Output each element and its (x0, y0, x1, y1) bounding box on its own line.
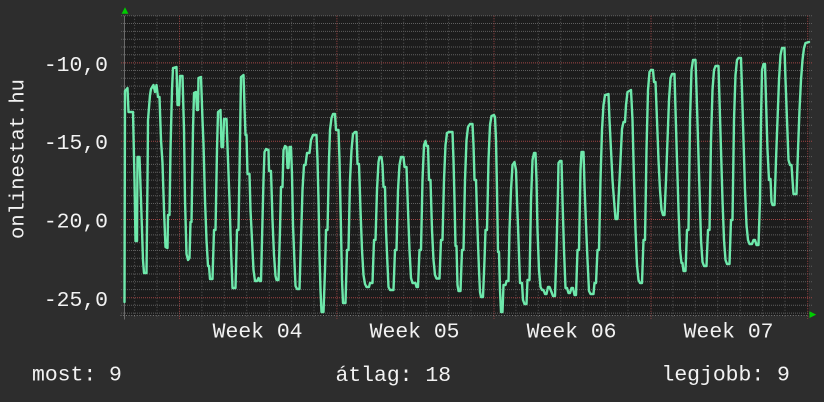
svg-text:-25,0: -25,0 (44, 289, 108, 313)
svg-text:onlinestat.hu: onlinestat.hu (8, 79, 31, 239)
svg-text:Week 04: Week 04 (213, 320, 303, 344)
svg-text:Week 05: Week 05 (370, 320, 460, 344)
svg-text:Week 06: Week 06 (527, 320, 617, 344)
svg-text:Week 07: Week 07 (684, 320, 774, 344)
svg-text:-20,0: -20,0 (44, 211, 108, 235)
svg-text:legjobb: 9: legjobb: 9 (662, 364, 790, 388)
svg-text:-15,0: -15,0 (44, 132, 108, 156)
svg-text:most: 9: most: 9 (32, 364, 122, 388)
svg-text:-10,0: -10,0 (44, 54, 108, 78)
svg-text:átlag: 18: átlag: 18 (336, 364, 452, 388)
